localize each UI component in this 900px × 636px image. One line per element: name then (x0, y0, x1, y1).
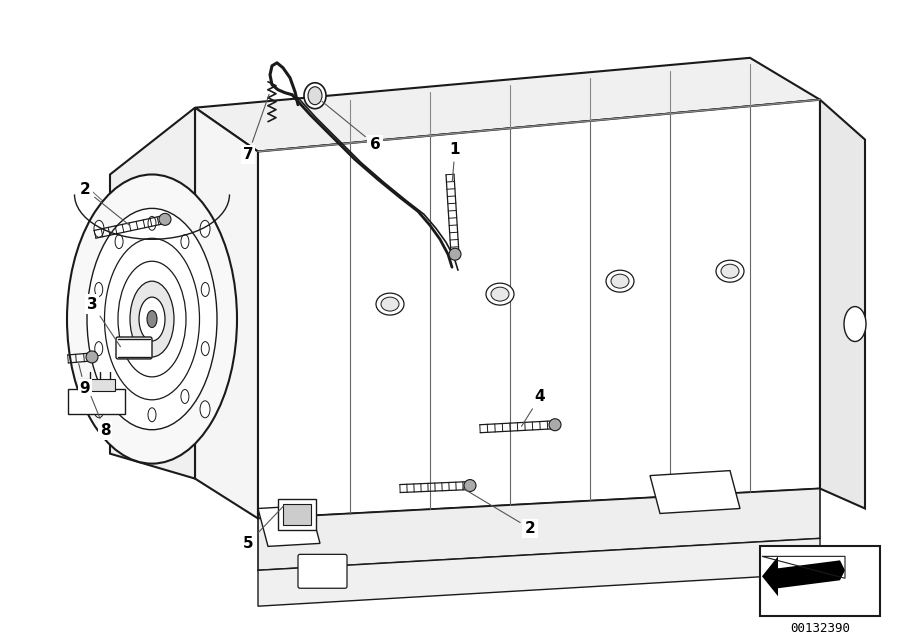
Ellipse shape (67, 174, 237, 464)
Ellipse shape (148, 408, 156, 422)
Text: 4: 4 (521, 389, 545, 426)
Ellipse shape (202, 342, 210, 356)
Ellipse shape (464, 480, 476, 492)
Text: 00132390: 00132390 (790, 621, 850, 635)
Polygon shape (820, 100, 865, 509)
Ellipse shape (87, 209, 217, 430)
Ellipse shape (549, 418, 561, 431)
Ellipse shape (486, 283, 514, 305)
Ellipse shape (721, 264, 739, 278)
Ellipse shape (159, 213, 171, 225)
Text: 8: 8 (91, 396, 111, 438)
Ellipse shape (376, 293, 404, 315)
FancyBboxPatch shape (298, 555, 347, 588)
Ellipse shape (381, 297, 399, 311)
Ellipse shape (148, 216, 156, 230)
Polygon shape (258, 506, 320, 546)
Text: 2: 2 (79, 182, 130, 226)
Polygon shape (68, 389, 125, 414)
Ellipse shape (139, 297, 165, 341)
Ellipse shape (716, 260, 744, 282)
Polygon shape (195, 107, 258, 518)
Text: 1: 1 (450, 142, 460, 182)
Ellipse shape (94, 342, 103, 356)
Polygon shape (762, 556, 778, 596)
Ellipse shape (94, 282, 103, 296)
Ellipse shape (147, 310, 157, 328)
Ellipse shape (115, 389, 123, 403)
Text: 3: 3 (86, 296, 121, 347)
FancyBboxPatch shape (283, 504, 311, 525)
Ellipse shape (118, 261, 186, 377)
Text: 6: 6 (322, 102, 381, 152)
Text: 5: 5 (243, 506, 284, 551)
Ellipse shape (94, 220, 104, 237)
FancyBboxPatch shape (116, 337, 152, 359)
Ellipse shape (202, 282, 210, 296)
Ellipse shape (308, 86, 322, 105)
Ellipse shape (606, 270, 634, 292)
FancyBboxPatch shape (760, 546, 880, 616)
Polygon shape (778, 560, 845, 588)
Ellipse shape (200, 220, 210, 237)
Ellipse shape (200, 401, 210, 418)
Ellipse shape (491, 287, 509, 301)
Polygon shape (258, 100, 820, 518)
Polygon shape (258, 539, 820, 606)
Ellipse shape (130, 281, 174, 357)
FancyBboxPatch shape (278, 499, 316, 530)
Ellipse shape (449, 248, 461, 260)
Polygon shape (110, 107, 195, 478)
Ellipse shape (304, 83, 326, 109)
Ellipse shape (94, 401, 104, 418)
Ellipse shape (181, 235, 189, 249)
Polygon shape (78, 379, 115, 391)
Polygon shape (258, 488, 820, 570)
Ellipse shape (104, 238, 200, 400)
Ellipse shape (844, 307, 866, 342)
Text: 2: 2 (463, 488, 536, 536)
Ellipse shape (115, 235, 123, 249)
Ellipse shape (86, 351, 98, 363)
Text: 9: 9 (78, 364, 90, 396)
Ellipse shape (611, 274, 629, 288)
Polygon shape (650, 471, 740, 513)
Text: 7: 7 (243, 94, 269, 162)
Ellipse shape (181, 389, 189, 403)
Polygon shape (195, 58, 820, 151)
